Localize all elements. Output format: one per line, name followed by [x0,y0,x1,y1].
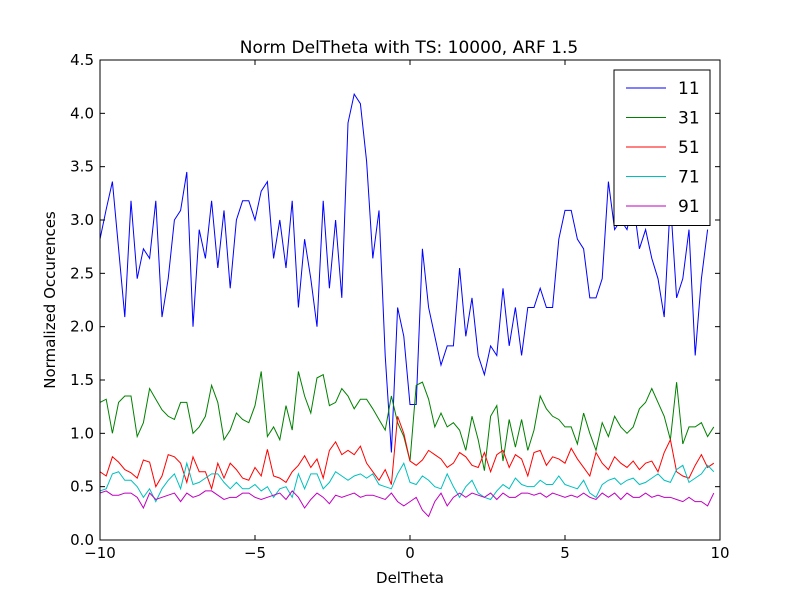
series-line-71 [100,461,715,503]
legend-label-51: 51 [678,138,700,158]
legend-label-11: 11 [678,79,700,99]
y-tick-label: 0.5 [70,478,94,496]
series-line-91 [100,490,715,518]
x-tick-label: 0 [405,544,415,562]
y-tick-label: 1.0 [70,424,94,442]
y-tick-label: 4.0 [70,104,94,122]
legend-label-31: 31 [678,109,700,129]
x-axis-label: DelTheta [376,569,444,587]
series-line-11 [100,92,709,453]
y-axis-label: Normalized Occurences [41,211,59,389]
y-tick-label: 4.5 [70,51,94,69]
series-line-51 [100,416,715,491]
axis-ticks: −10 −5 0 5 10 0.0 0.5 1.0 1.5 2.0 2.5 3.0 3.5 4.0 4.5 [70,51,729,562]
y-tick-label: 0.0 [70,531,94,549]
y-tick-label: 3.0 [70,211,94,229]
x-tick-label: 10 [710,544,729,562]
y-tick-label: 2.5 [70,264,94,282]
y-tick-label: 3.5 [70,158,94,176]
x-tick-label: 5 [560,544,570,562]
chart-title: Norm DelTheta with TS: 10000, ARF 1.5 [240,38,578,58]
legend: 11 31 51 71 91 [613,69,711,226]
legend-box [613,69,711,226]
y-tick-label: 2.0 [70,318,94,336]
legend-label-91: 91 [678,197,700,217]
x-tick-label: −5 [244,544,266,562]
legend-label-71: 71 [678,168,700,188]
y-tick-label: 1.5 [70,371,94,389]
x-tick-label: −10 [84,544,116,562]
